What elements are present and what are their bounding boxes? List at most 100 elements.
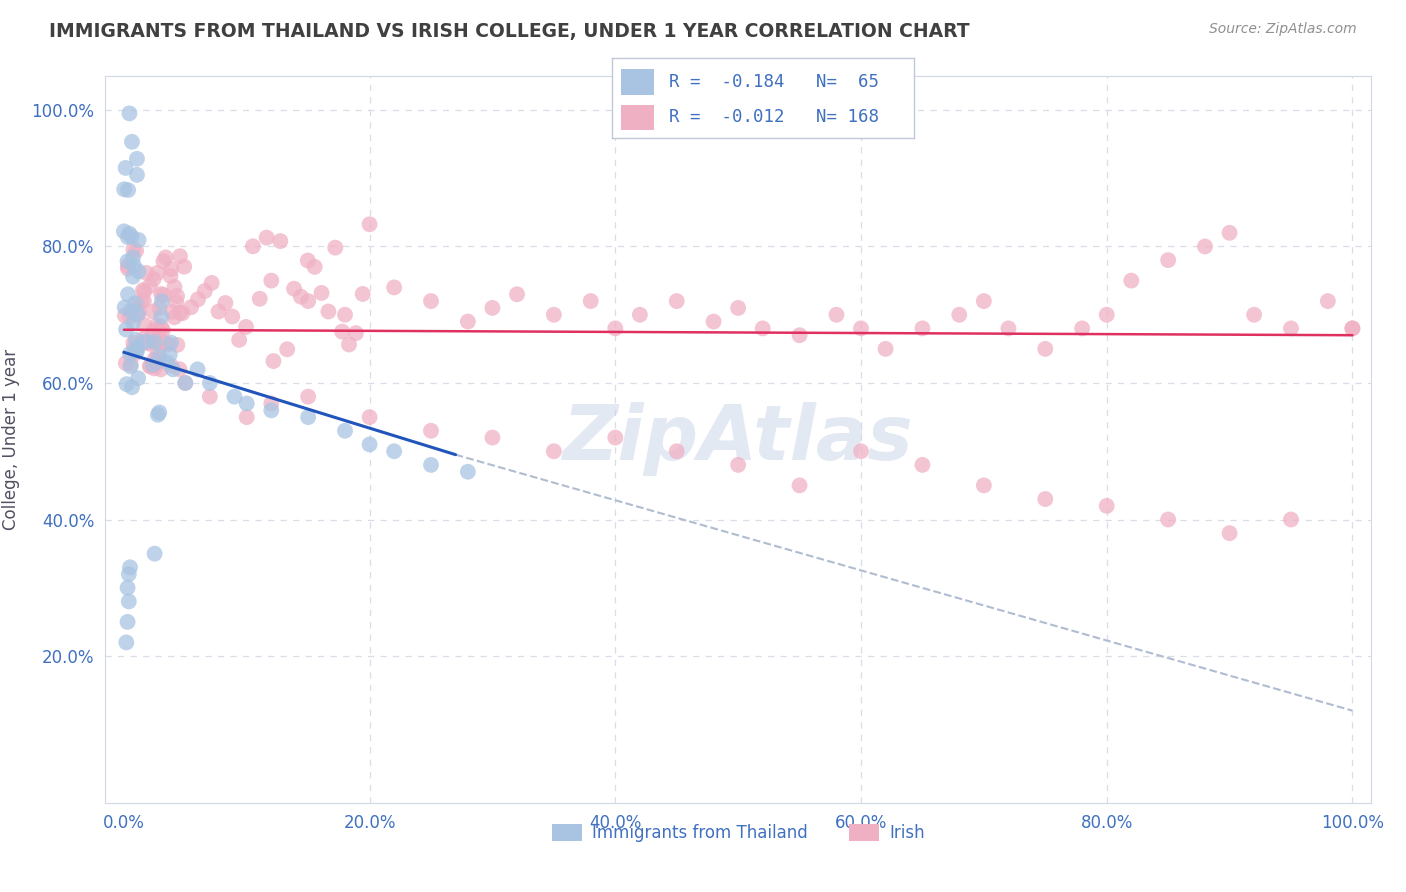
Point — [114, 356, 136, 370]
Point — [628, 308, 651, 322]
Point — [142, 272, 165, 286]
Point — [117, 183, 139, 197]
Point — [198, 376, 221, 390]
Point — [120, 359, 142, 374]
Point — [344, 326, 367, 340]
Point — [1341, 321, 1364, 335]
Point — [149, 335, 172, 350]
Point — [125, 344, 148, 359]
Point — [825, 308, 848, 322]
Point — [153, 335, 176, 350]
Point — [143, 547, 166, 561]
Point — [118, 567, 141, 582]
Point — [152, 288, 174, 302]
Point — [242, 239, 264, 253]
Text: R =  -0.184   N=  65: R = -0.184 N= 65 — [669, 73, 879, 91]
Point — [149, 362, 172, 376]
Point — [122, 335, 145, 350]
Point — [1219, 226, 1241, 240]
FancyBboxPatch shape — [620, 104, 654, 130]
Point — [333, 424, 356, 438]
Point — [543, 444, 565, 458]
Point — [1071, 321, 1094, 335]
Point — [457, 465, 479, 479]
Point — [135, 335, 157, 350]
Point — [146, 318, 169, 333]
Point — [149, 350, 172, 364]
Point — [118, 347, 141, 361]
Point — [481, 431, 503, 445]
Point — [665, 444, 688, 458]
Point — [146, 346, 169, 360]
Point — [1157, 253, 1180, 268]
Point — [1341, 321, 1364, 335]
Point — [118, 560, 141, 574]
Point — [1095, 499, 1118, 513]
Text: ZipAtlas: ZipAtlas — [562, 402, 914, 476]
Point — [173, 260, 195, 274]
Point — [121, 229, 143, 244]
Point — [160, 335, 183, 350]
Point — [145, 355, 167, 369]
Point — [911, 458, 934, 472]
Point — [143, 361, 166, 376]
Point — [143, 351, 166, 366]
Point — [134, 285, 156, 299]
Point — [142, 358, 165, 372]
Point — [118, 227, 141, 241]
Point — [579, 294, 602, 309]
Point — [146, 352, 169, 367]
Point — [207, 304, 229, 318]
Point — [1279, 321, 1302, 335]
Point — [142, 328, 165, 343]
Point — [323, 241, 346, 255]
Point — [117, 254, 139, 268]
Point — [263, 354, 285, 368]
Point — [194, 284, 217, 298]
Point — [187, 293, 209, 307]
Point — [117, 615, 139, 629]
Point — [114, 301, 136, 315]
Point — [333, 308, 356, 322]
Point — [127, 371, 149, 385]
Point — [138, 336, 160, 351]
Point — [165, 295, 187, 310]
Point — [114, 161, 136, 175]
Point — [118, 310, 141, 325]
Point — [1121, 274, 1143, 288]
Point — [121, 135, 143, 149]
Point — [1033, 342, 1056, 356]
Point — [117, 287, 139, 301]
Point — [997, 321, 1019, 335]
Point — [297, 294, 319, 309]
Point — [122, 341, 145, 355]
Point — [1219, 526, 1241, 541]
Point — [117, 261, 139, 276]
Point — [420, 424, 443, 438]
Point — [122, 259, 145, 273]
Point — [201, 276, 224, 290]
Point — [139, 359, 162, 374]
Point — [260, 274, 283, 288]
Point — [665, 294, 688, 309]
Point — [751, 321, 773, 335]
Point — [224, 390, 246, 404]
Legend: Immigrants from Thailand, Irish: Immigrants from Thailand, Irish — [546, 817, 931, 849]
Point — [875, 342, 897, 356]
Point — [159, 348, 181, 362]
Point — [297, 390, 319, 404]
Point — [149, 319, 172, 334]
Point — [127, 264, 149, 278]
Point — [198, 390, 221, 404]
Point — [125, 343, 148, 357]
Point — [132, 293, 155, 308]
Point — [127, 341, 149, 355]
Point — [337, 337, 360, 351]
Point — [125, 168, 148, 182]
Point — [948, 308, 970, 322]
Point — [420, 294, 443, 309]
Point — [124, 346, 146, 360]
Point — [420, 458, 443, 472]
Point — [172, 306, 194, 320]
Point — [290, 290, 312, 304]
